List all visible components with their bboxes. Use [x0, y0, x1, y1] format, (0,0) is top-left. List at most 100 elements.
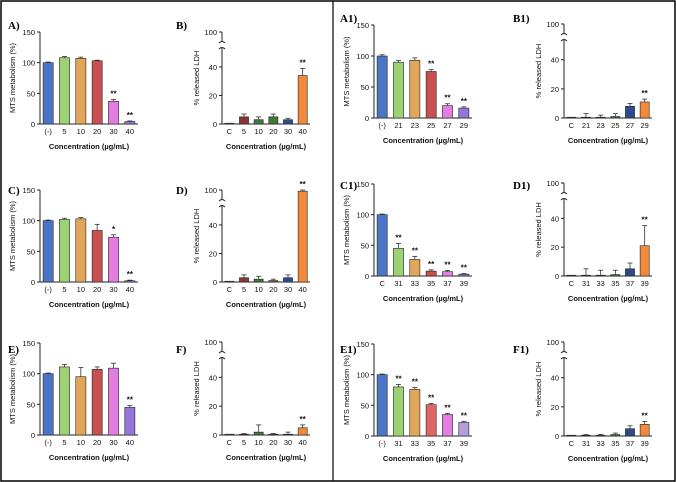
x-tick-label: 10 — [77, 285, 85, 294]
x-tick-label: 27 — [443, 121, 451, 130]
x-tick-label: 25 — [611, 121, 619, 130]
y-axis-label: % released LDH — [534, 44, 543, 99]
axis-break-mark — [218, 205, 226, 208]
x-tick-label: (-) — [44, 285, 52, 294]
chart-panel-e: E) 0 50 100 150 MTS metabolism (%) (-) 5 10 20 30 *… — [8, 339, 138, 462]
x-tick-label: 20 — [93, 127, 101, 136]
x-tick-label: 39 — [640, 439, 648, 448]
x-tick-label: (-) — [378, 121, 386, 130]
bar — [376, 214, 388, 277]
y-tick-label: 150 — [22, 28, 35, 37]
significance-label: ** — [412, 378, 419, 387]
x-tick-label: 27 — [626, 121, 634, 130]
axis-break-mark — [218, 351, 226, 354]
x-axis-label: Concentration (µg/mL) — [49, 453, 130, 462]
bar — [566, 274, 577, 277]
chart-panel-c: C) 0 50 100 150 MTS metabolism (%) (-) 5 10 20 * 30… — [8, 185, 138, 309]
bar — [253, 278, 264, 283]
chart-panel-b1: B1) 0 20 40 100 % released LDH C 21 23 25 27 ** 29 Co… — [513, 13, 652, 145]
bar — [224, 280, 235, 283]
bar — [610, 274, 621, 277]
panel-label: C) — [8, 185, 20, 197]
x-tick-label: C — [569, 121, 575, 130]
bar — [59, 219, 70, 283]
y-tick-label: 20 — [551, 85, 559, 94]
y-tick-label: 40 — [551, 374, 559, 383]
significance-label: ** — [395, 233, 402, 242]
bar — [409, 389, 421, 437]
y-tick-label: 50 — [27, 89, 35, 98]
bar — [425, 270, 437, 277]
panel-label: F) — [176, 344, 187, 356]
axis-break-mark — [218, 357, 226, 360]
x-tick-label: C — [379, 279, 385, 288]
x-tick-label: 31 — [582, 279, 590, 288]
y-tick-label: 0 — [31, 431, 35, 440]
significance-label: ** — [642, 216, 649, 225]
y-axis-label: MTS metabolism (%) — [342, 194, 351, 265]
x-axis-label: Concentration (µg/mL) — [226, 453, 307, 462]
bar — [566, 116, 577, 119]
x-tick-label: 33 — [596, 439, 604, 448]
bar — [224, 433, 235, 436]
significance-label: ** — [127, 111, 134, 120]
bar — [268, 116, 279, 125]
x-tick-label: 30 — [284, 285, 292, 294]
y-tick-label: 0 — [213, 278, 217, 287]
chart-panel-b: B) 0 20 40 100 % released LDH C 5 10 20 30 ** 40 Conc… — [176, 20, 310, 151]
axis-break-mark — [218, 41, 226, 44]
y-tick-label: 0 — [31, 120, 35, 129]
bar — [625, 428, 635, 437]
x-tick-label: 29 — [640, 121, 648, 130]
x-tick-label: 40 — [126, 127, 134, 136]
y-tick-label: 40 — [209, 373, 217, 382]
bar — [442, 105, 453, 119]
x-axis-label: Concentration (µg/mL) — [226, 300, 307, 309]
bar — [75, 218, 87, 283]
bar — [59, 366, 70, 436]
bar — [91, 60, 103, 125]
x-tick-label: 33 — [596, 279, 604, 288]
y-tick-label: 40 — [209, 221, 217, 230]
y-tick-label: 100 — [356, 211, 369, 220]
bar — [253, 431, 264, 436]
x-tick-label: 5 — [62, 285, 66, 294]
axis-break-mark — [560, 39, 568, 42]
panel-label: D) — [176, 185, 188, 197]
x-axis-label: Concentration (µg/mL) — [568, 454, 649, 463]
x-tick-label: 31 — [582, 439, 590, 448]
bar — [59, 57, 70, 125]
bar — [283, 277, 293, 283]
x-axis-label: Concentration (µg/mL) — [383, 136, 464, 145]
y-tick-label: 20 — [209, 91, 217, 100]
y-tick-label: 100 — [22, 217, 35, 226]
x-tick-label: 37 — [443, 439, 451, 448]
bar — [639, 424, 650, 437]
x-tick-label: C — [569, 279, 575, 288]
y-axis-label: MTS metabolism (%) — [8, 200, 17, 271]
y-tick-label: 100 — [204, 28, 217, 37]
x-tick-label: 40 — [126, 438, 134, 447]
bar — [91, 369, 103, 436]
bar — [376, 374, 388, 437]
x-tick-label: 40 — [298, 127, 306, 136]
bar — [625, 106, 635, 119]
bar — [639, 245, 650, 277]
bar — [91, 230, 103, 283]
bar — [639, 101, 650, 119]
x-tick-label: 40 — [126, 285, 134, 294]
y-tick-label: 100 — [204, 186, 217, 195]
axis-break-mark — [560, 198, 568, 201]
axis-break-mark — [560, 357, 568, 360]
x-axis-label: Concentration (µg/mL) — [226, 142, 307, 151]
x-tick-label: 5 — [62, 438, 66, 447]
bar — [108, 367, 119, 436]
bar — [239, 116, 249, 125]
bar — [442, 271, 453, 277]
x-tick-label: 10 — [254, 127, 262, 136]
bar — [393, 248, 404, 277]
chart-panel-a1: A1) 0 50 100 150 MTS metabolism (%) (-) 21 23 ** 2… — [340, 13, 472, 145]
x-axis-label: Concentration (µg/mL) — [383, 454, 464, 463]
bar — [75, 376, 87, 436]
